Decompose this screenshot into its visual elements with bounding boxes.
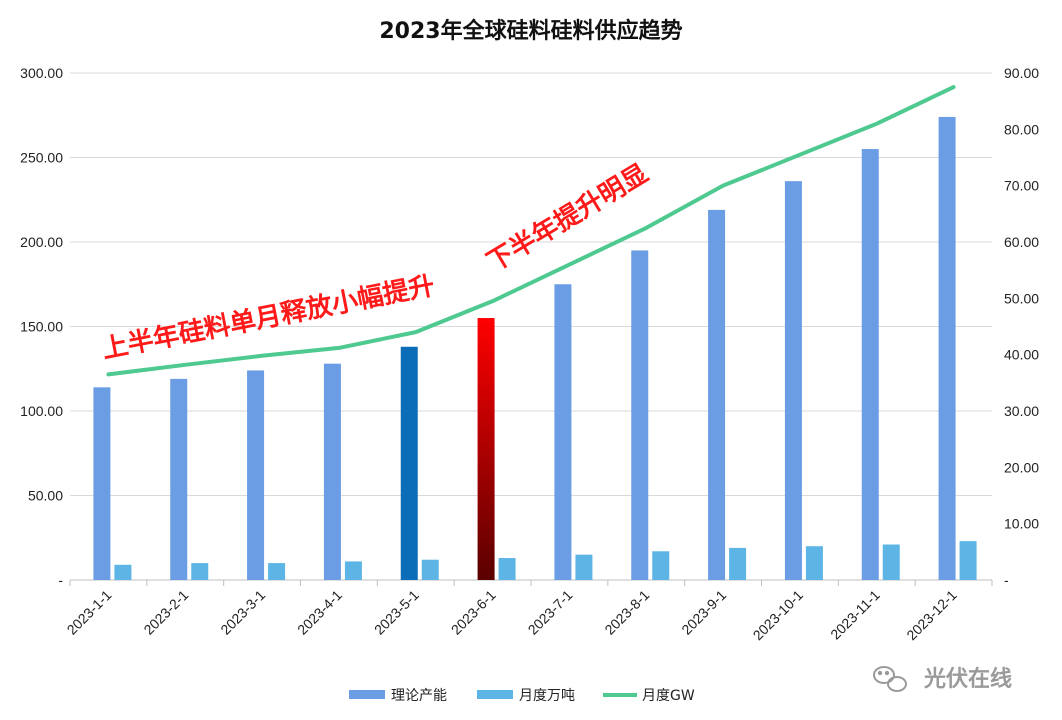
legend: 理论产能 月度万吨 月度GW xyxy=(349,688,695,704)
bar-monthly-tons xyxy=(652,551,670,580)
bar-monthly-tons xyxy=(959,541,977,580)
bar-capacity xyxy=(708,209,726,580)
x-tick-label: 2023-9-1 xyxy=(678,587,729,638)
x-tick-label: 2023-10-1 xyxy=(750,587,807,644)
grid xyxy=(70,72,992,581)
right-tick-label: 70.00 xyxy=(1004,178,1039,194)
legend-label-tons: 月度万吨 xyxy=(519,688,575,704)
x-tick-label: 2023-11-1 xyxy=(827,587,883,643)
bar-capacity xyxy=(631,250,649,580)
left-tick-label: 200.00 xyxy=(20,234,63,250)
line-monthly-gw xyxy=(106,85,956,377)
bar-capacity xyxy=(323,363,341,580)
bar-monthly-tons xyxy=(114,564,132,580)
bar-capacity xyxy=(784,181,802,580)
bar-monthly-tons xyxy=(729,547,747,580)
x-tick-label: 2023-12-1 xyxy=(903,587,960,644)
x-tick-label: 2023-1-1 xyxy=(64,587,115,638)
chart-title: 2023年全球硅料硅料供应趋势 xyxy=(379,18,682,44)
bar-capacity xyxy=(247,370,265,580)
left-tick-label: 100.00 xyxy=(20,403,63,419)
bar-monthly-tons xyxy=(421,559,439,580)
x-tick-label: 2023-3-1 xyxy=(217,587,268,638)
bar-capacity xyxy=(554,284,572,580)
annotation-second-half: 下半年提升明显 xyxy=(482,158,654,278)
x-tick-label: 2023-5-1 xyxy=(371,587,422,638)
right-tick-label: 30.00 xyxy=(1004,403,1039,419)
x-tick-label: 2023-7-1 xyxy=(525,587,576,638)
watermark-text: 光伏在线 xyxy=(923,666,1012,692)
bars xyxy=(93,116,977,581)
right-tick-label: 90.00 xyxy=(1004,65,1039,81)
bar-monthly-tons xyxy=(191,563,209,580)
wechat-icon xyxy=(873,666,907,692)
bar-monthly-tons xyxy=(575,554,593,580)
legend-swatch-tons xyxy=(477,690,513,699)
left-tick-label: 50.00 xyxy=(28,488,63,504)
right-tick-label: 80.00 xyxy=(1004,121,1039,137)
bar-capacity xyxy=(861,149,879,581)
x-tick-label: 2023-4-1 xyxy=(294,587,345,638)
left-tick-label: 150.00 xyxy=(20,319,63,335)
left-tick-label: 250.00 xyxy=(20,150,63,166)
right-tick-label: 40.00 xyxy=(1004,347,1039,363)
bar-monthly-tons xyxy=(268,563,286,580)
annotation-first-half: 上半年硅料单月释放小幅提升 xyxy=(99,270,437,365)
legend-label-gw: 月度GW xyxy=(642,688,695,704)
bar-monthly-tons xyxy=(344,561,362,580)
bar-capacity xyxy=(938,116,956,580)
right-tick-label: 20.00 xyxy=(1004,459,1039,475)
left-axis: - 50.00 100.00 150.00 200.00 250.00 300.00 xyxy=(20,65,63,588)
x-tick-label: 2023-2-1 xyxy=(140,587,191,638)
right-tick-label: - xyxy=(1004,572,1009,588)
bar-capacity xyxy=(93,387,111,580)
x-tick-label: 2023-6-1 xyxy=(448,587,499,638)
right-tick-label: 60.00 xyxy=(1004,234,1039,250)
legend-label-capacity: 理论产能 xyxy=(391,688,447,704)
gw-line xyxy=(106,85,956,377)
legend-swatch-capacity xyxy=(349,690,385,699)
x-tick-label: 2023-8-1 xyxy=(601,587,652,638)
right-tick-label: 10.00 xyxy=(1004,516,1039,532)
bar-monthly-tons xyxy=(805,546,823,580)
bar-capacity xyxy=(170,378,188,580)
bar-capacity xyxy=(400,346,418,580)
left-tick-label: - xyxy=(58,572,63,588)
right-tick-label: 50.00 xyxy=(1004,290,1039,306)
right-axis: - 10.00 20.00 30.00 40.00 50.00 60.00 70.00 80.0… xyxy=(1004,65,1039,588)
x-axis: 2023-1-1 2023-2-1 2023-3-1 2023-4-1 2023-5-1… xyxy=(64,580,993,644)
bar-capacity xyxy=(477,318,495,580)
watermark: 光伏在线 xyxy=(873,666,1012,692)
bar-monthly-tons xyxy=(498,558,516,580)
left-tick-label: 300.00 xyxy=(20,65,63,81)
bar-monthly-tons xyxy=(882,544,900,580)
